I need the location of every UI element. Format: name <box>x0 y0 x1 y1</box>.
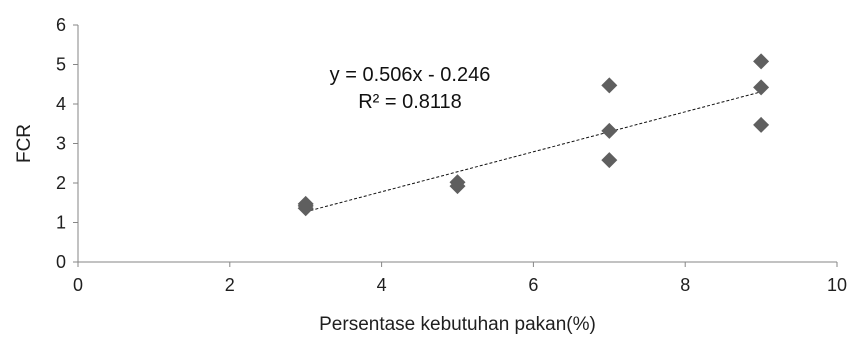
trendline-group <box>305 91 762 213</box>
x-tick-label: 10 <box>827 275 847 295</box>
trendline-r2-label: R² = 0.8118 <box>358 91 462 113</box>
x-tick-label: 6 <box>528 275 538 295</box>
data-point <box>753 53 770 70</box>
x-tick-label: 0 <box>73 275 83 295</box>
x-axis-title: Persentase kebutuhan pakan(%) <box>319 314 596 335</box>
x-tick-label: 4 <box>377 275 387 295</box>
x-tick-label: 2 <box>225 275 235 295</box>
y-tick-label: 3 <box>56 134 66 154</box>
y-tick-label: 5 <box>56 55 66 75</box>
data-point <box>601 122 618 139</box>
data-point <box>449 178 466 195</box>
data-point <box>297 200 314 217</box>
y-tick-label: 1 <box>56 213 66 233</box>
trendline <box>305 91 762 213</box>
trendline-equation-label: y = 0.506x - 0.246 <box>330 64 491 86</box>
y-tick-label: 2 <box>56 173 66 193</box>
y-axis-title: FCR <box>14 124 35 163</box>
y-tick-label: 6 <box>56 15 66 35</box>
data-point <box>601 77 618 94</box>
y-tick-label: 0 <box>56 252 66 272</box>
y-tick-label: 4 <box>56 94 66 114</box>
x-tick-label: 8 <box>680 275 690 295</box>
x-axis-ticks: 0 2 4 6 8 10 <box>73 262 847 295</box>
data-point <box>753 116 770 133</box>
data-points <box>297 53 770 217</box>
y-axis-ticks: 0 1 2 3 4 5 6 <box>56 15 78 272</box>
data-point <box>601 152 618 169</box>
data-point <box>753 79 770 96</box>
